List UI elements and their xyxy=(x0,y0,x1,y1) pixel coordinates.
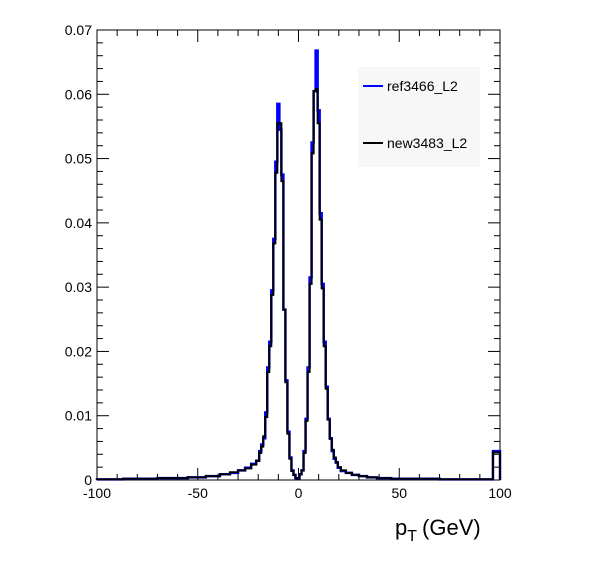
x-axis-title-sub: T xyxy=(407,528,417,545)
y-axis: 0 0.01 0.02 0.03 0.04 0.05 0.06 0.07 xyxy=(65,22,500,488)
y-tick-label: 0.03 xyxy=(65,279,92,295)
x-tick-label: -100 xyxy=(83,485,111,501)
x-tick-label: 50 xyxy=(391,485,407,501)
x-axis-title-unit: (GeV) xyxy=(422,515,481,540)
y-tick-label: 0.06 xyxy=(65,86,92,102)
y-tick-label: 0.02 xyxy=(65,343,92,359)
y-tick-label: 0.04 xyxy=(65,215,92,231)
legend-label-new: new3483_L2 xyxy=(387,135,467,151)
series-line-new xyxy=(96,88,501,481)
y-tick-label: 0.05 xyxy=(65,151,92,167)
x-tick-label: 0 xyxy=(295,485,303,501)
series-layer xyxy=(95,49,502,481)
x-axis-title: pT (GeV) xyxy=(395,515,481,545)
x-tick-label: -50 xyxy=(188,485,208,501)
y-tick-label: 0.01 xyxy=(65,408,92,424)
legend: ref3466_L2 new3483_L2 xyxy=(358,67,480,167)
legend-label-ref: ref3466_L2 xyxy=(387,78,458,94)
legend-box xyxy=(358,67,480,167)
y-tick-label: 0 xyxy=(84,472,92,488)
y-tick-label: 0.07 xyxy=(65,22,92,38)
x-tick-label: 100 xyxy=(488,485,512,501)
x-axis-title-main: p xyxy=(395,515,407,540)
